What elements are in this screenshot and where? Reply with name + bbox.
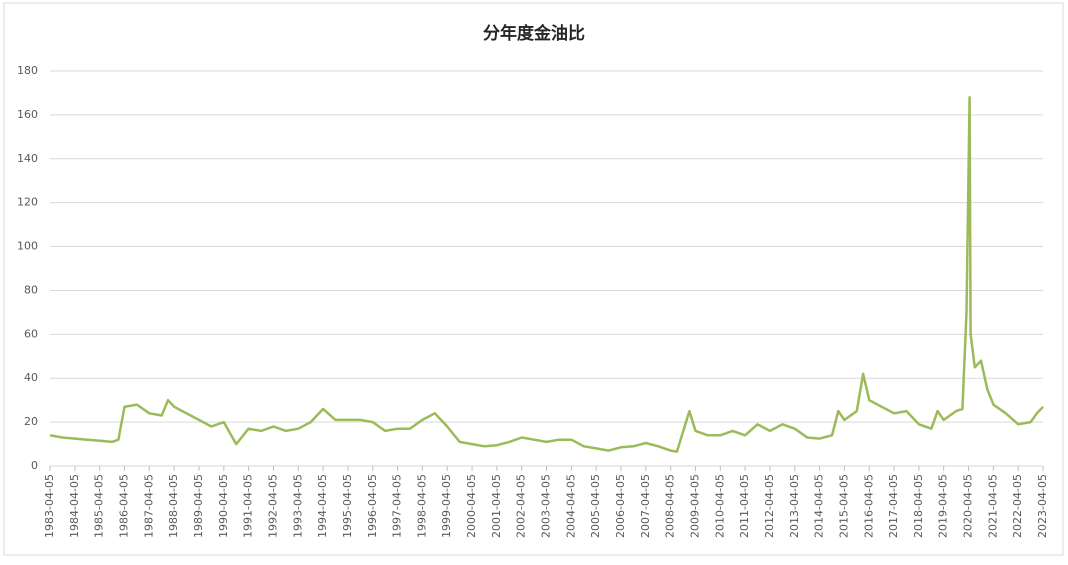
x-tick-label: 2003-04-05 (540, 474, 553, 538)
x-tick-label: 1997-04-05 (391, 474, 404, 538)
x-tick-label: 2010-04-05 (713, 474, 726, 538)
x-tick-label: 2017-04-05 (887, 474, 900, 538)
x-tick-label: 1984-04-05 (68, 474, 81, 538)
x-tick-label: 2013-04-05 (788, 474, 801, 538)
x-tick-label: 2006-04-05 (614, 474, 627, 538)
data-line (49, 96, 1044, 453)
y-tick-label: 180 (17, 64, 38, 77)
x-tick-label: 1994-04-05 (316, 474, 329, 538)
x-tick-label: 1992-04-05 (266, 474, 279, 538)
x-tick-label: 1987-04-05 (142, 474, 155, 538)
x-tick-label: 2014-04-05 (813, 474, 826, 538)
x-tick-label: 1986-04-05 (117, 474, 130, 538)
chart-title: 分年度金油比 (483, 23, 585, 44)
x-tick-label: 2000-04-05 (465, 474, 478, 538)
x-tick-label: 1996-04-05 (366, 474, 379, 538)
x-tick-label: 2018-04-05 (912, 474, 925, 538)
x-tick-label: 2020-04-05 (962, 474, 975, 538)
x-tick-label: 2002-04-05 (515, 474, 528, 538)
x-tick-label: 2011-04-05 (738, 474, 751, 538)
chart-border (3, 2, 1064, 556)
x-tick-label: 1999-04-05 (440, 474, 453, 538)
x-tick-label: 2007-04-05 (639, 474, 652, 538)
x-tick-label: 1993-04-05 (291, 474, 304, 538)
x-tick-label: 2004-04-05 (564, 474, 577, 538)
x-tick-label: 2009-04-05 (688, 474, 701, 538)
x-tick-label: 2008-04-05 (664, 474, 677, 538)
y-tick-label: 100 (17, 240, 38, 253)
x-tick-label: 2015-04-05 (837, 474, 850, 538)
y-tick-label: 0 (31, 459, 38, 472)
x-tick-label: 1985-04-05 (93, 474, 106, 538)
y-tick-label: 80 (24, 283, 38, 296)
x-tick-label: 2022-04-05 (1011, 474, 1024, 538)
x-tick-label: 1988-04-05 (167, 474, 180, 538)
x-tick-label: 2001-04-05 (490, 474, 503, 538)
x-tick-label: 2019-04-05 (937, 474, 950, 538)
y-tick-label: 60 (24, 327, 38, 340)
x-tick-label: 1989-04-05 (192, 474, 205, 538)
x-tick-label: 1990-04-05 (217, 474, 230, 538)
x-tick-label: 1983-04-05 (43, 474, 56, 538)
x-tick-label: 2021-04-05 (986, 474, 999, 538)
x-tick-label: 2005-04-05 (589, 474, 602, 538)
x-tick-label: 2012-04-05 (763, 474, 776, 538)
y-tick-label: 20 (24, 415, 38, 428)
x-tick-label: 2016-04-05 (862, 474, 875, 538)
y-tick-label: 40 (24, 371, 38, 384)
x-tick-label: 1991-04-05 (242, 474, 255, 538)
y-tick-label: 140 (17, 152, 38, 165)
x-tick-label: 1995-04-05 (341, 474, 354, 538)
y-tick-label: 120 (17, 196, 38, 209)
x-tick-label: 1998-04-05 (415, 474, 428, 538)
x-tick-label: 2023-04-05 (1036, 474, 1049, 538)
y-tick-label: 160 (17, 108, 38, 121)
